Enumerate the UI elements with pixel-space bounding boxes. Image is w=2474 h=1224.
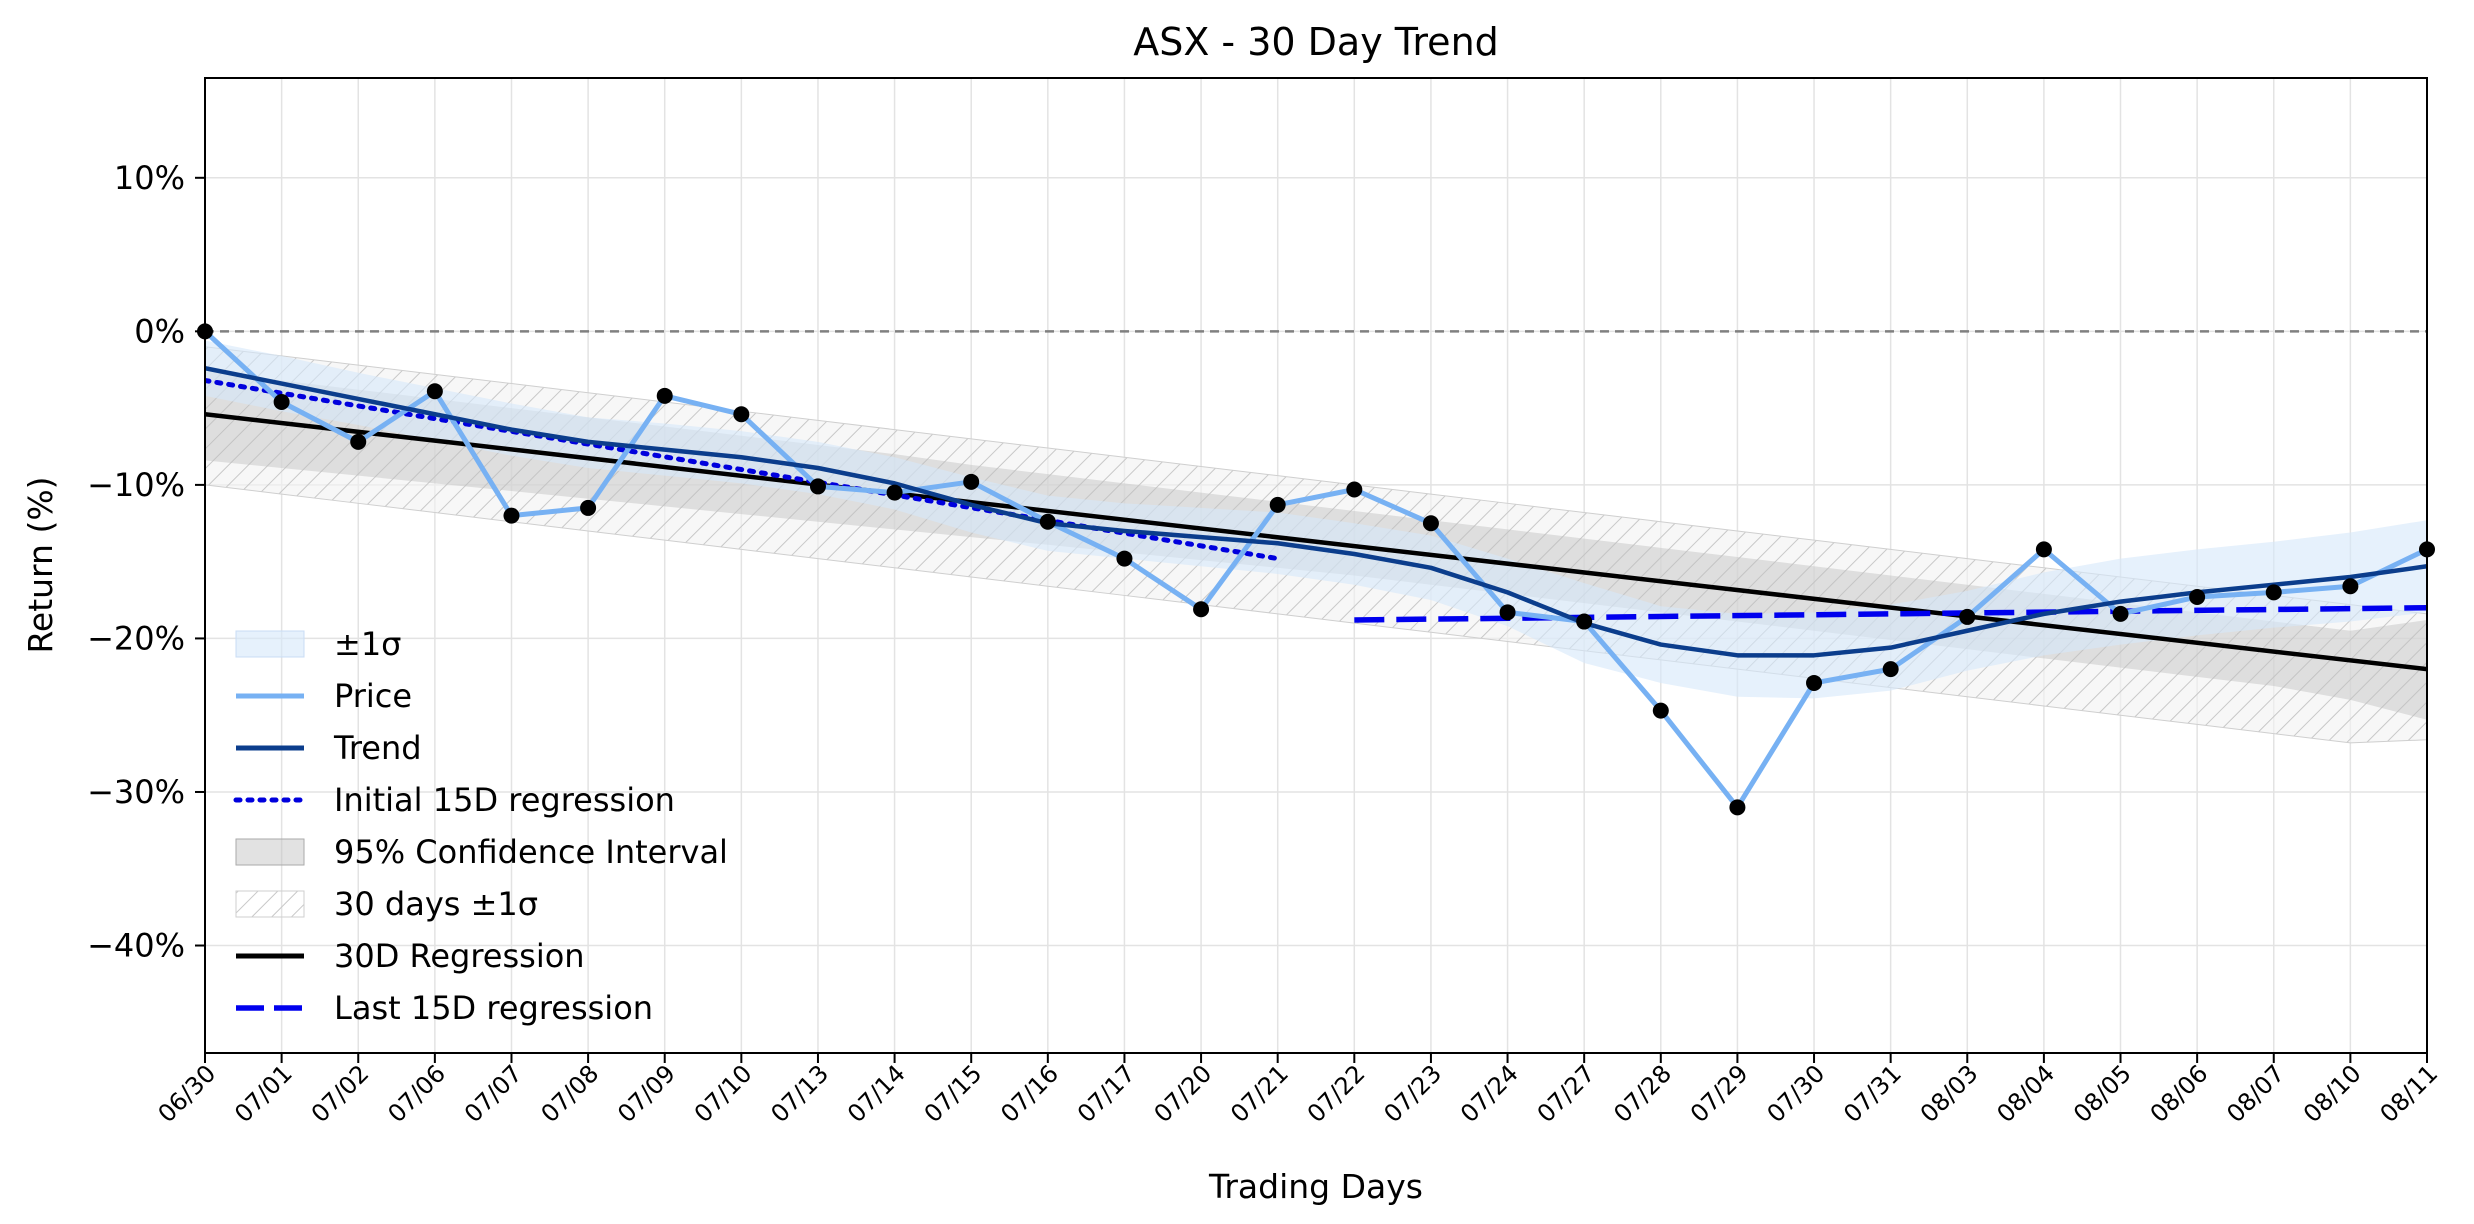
price-point bbox=[1116, 550, 1133, 567]
price-point bbox=[580, 499, 597, 516]
legend-swatch bbox=[235, 630, 305, 658]
price-line bbox=[205, 329, 2427, 810]
x-tick-label: 08/05 bbox=[2068, 1059, 2137, 1128]
legend-label: Price bbox=[334, 677, 412, 715]
price-point bbox=[2112, 605, 2129, 622]
y-tick-label: −40% bbox=[87, 927, 185, 965]
price-point bbox=[886, 484, 903, 501]
x-tick-label: 06/30 bbox=[153, 1059, 222, 1128]
x-tick-label: 07/17 bbox=[1072, 1059, 1141, 1128]
regression-30d-line bbox=[205, 412, 2427, 672]
price-point bbox=[273, 393, 290, 410]
x-tick-label: 07/31 bbox=[1838, 1059, 1907, 1128]
price-point bbox=[1422, 515, 1439, 532]
legend-label: 95% Confidence Interval bbox=[334, 833, 728, 871]
plot-area bbox=[205, 329, 2427, 810]
legend-label: 30D Regression bbox=[334, 937, 585, 975]
x-tick-label: 07/27 bbox=[1532, 1059, 1601, 1128]
price-point bbox=[809, 478, 826, 495]
price-point bbox=[1269, 496, 1286, 513]
x-tick-label: 07/23 bbox=[1378, 1059, 1447, 1128]
sigma-band bbox=[205, 340, 2427, 699]
y-tick-label: 10% bbox=[114, 159, 185, 197]
x-tick-label: 07/09 bbox=[612, 1059, 681, 1128]
legend-item-band30: 30 days ±1σ bbox=[235, 885, 538, 923]
x-tick-label: 07/06 bbox=[382, 1059, 451, 1128]
x-tick-label: 07/22 bbox=[1302, 1059, 1371, 1128]
legend-swatch bbox=[235, 838, 305, 866]
x-tick-label: 07/20 bbox=[1149, 1059, 1218, 1128]
legend-label: ±1σ bbox=[334, 625, 401, 663]
x-tick-label: 07/07 bbox=[459, 1059, 528, 1128]
price-point bbox=[1882, 661, 1899, 678]
trend-line bbox=[205, 365, 2427, 658]
legend-item-last15: Last 15D regression bbox=[236, 989, 653, 1027]
price-point bbox=[963, 473, 980, 490]
x-tick-label: 08/10 bbox=[2298, 1059, 2367, 1128]
price-point bbox=[2265, 584, 2282, 601]
price-point bbox=[1346, 481, 1363, 498]
x-tick-label: 08/03 bbox=[1915, 1059, 1984, 1128]
legend-label: Initial 15D regression bbox=[334, 781, 675, 819]
y-tick-label: −10% bbox=[87, 466, 185, 504]
price-point bbox=[1193, 601, 1210, 618]
legend-item-sigma: ±1σ bbox=[235, 625, 401, 663]
x-tick-label: 07/30 bbox=[1762, 1059, 1831, 1128]
price-point bbox=[503, 507, 520, 524]
y-axis-label: Return (%) bbox=[21, 476, 60, 653]
price-point bbox=[1652, 702, 1669, 719]
price-point bbox=[1039, 513, 1056, 530]
price-point bbox=[2189, 588, 2206, 605]
regression-last-15d-line bbox=[1354, 604, 2427, 623]
x-tick-label: 07/13 bbox=[765, 1059, 834, 1128]
x-tick-label: 07/15 bbox=[919, 1059, 988, 1128]
price-point bbox=[656, 387, 673, 404]
x-tick-label: 08/11 bbox=[2375, 1059, 2444, 1128]
legend-item-reg30: 30D Regression bbox=[236, 937, 585, 975]
x-tick-label: 07/14 bbox=[842, 1059, 911, 1128]
x-tick-label: 07/10 bbox=[689, 1059, 758, 1128]
legend-label: Last 15D regression bbox=[334, 989, 653, 1027]
x-tick-label: 07/02 bbox=[306, 1059, 375, 1128]
legend-item-price: Price bbox=[236, 677, 412, 715]
x-tick-label: 07/16 bbox=[995, 1059, 1064, 1128]
x-axis-label: Trading Days bbox=[1208, 1167, 1423, 1206]
price-point bbox=[2035, 541, 2052, 558]
x-tick-label: 08/07 bbox=[2221, 1059, 2290, 1128]
legend-item-initial15: Initial 15D regression bbox=[233, 781, 675, 819]
legend-item-ci: 95% Confidence Interval bbox=[235, 833, 728, 871]
legend: ±1σ Price Trend Initial 15D regression 95% C… bbox=[233, 625, 728, 1027]
y-tick-label: 0% bbox=[134, 312, 185, 350]
price-point bbox=[2342, 578, 2359, 595]
x-tick-label: 08/04 bbox=[1991, 1059, 2060, 1128]
price-point bbox=[733, 406, 750, 423]
price-point bbox=[1959, 608, 1976, 625]
plot-frame bbox=[204, 77, 2428, 1054]
x-tick-label: 07/28 bbox=[1608, 1059, 1677, 1128]
x-tick-label: 07/29 bbox=[1685, 1059, 1754, 1128]
y-tick-label: −20% bbox=[87, 619, 185, 657]
x-tick-label: 07/08 bbox=[536, 1059, 605, 1128]
price-point bbox=[1499, 604, 1516, 621]
price-point bbox=[1729, 799, 1746, 816]
legend-label: 30 days ±1σ bbox=[334, 885, 538, 923]
x-tick-label: 07/24 bbox=[1455, 1059, 1524, 1128]
x-tick-label: 07/21 bbox=[1225, 1059, 1294, 1128]
chart-title: ASX - 30 Day Trend bbox=[1133, 20, 1499, 64]
legend-item-trend: Trend bbox=[236, 729, 422, 767]
legend-swatch bbox=[235, 890, 305, 918]
legend-label: Trend bbox=[333, 729, 422, 767]
price-point bbox=[1576, 613, 1593, 630]
y-tick-label: −30% bbox=[87, 773, 185, 811]
x-tick-label: 07/01 bbox=[229, 1059, 298, 1128]
x-tick-label: 08/06 bbox=[2145, 1059, 2214, 1128]
price-point bbox=[350, 433, 367, 450]
price-point bbox=[1806, 674, 1823, 691]
price-point bbox=[426, 383, 443, 400]
